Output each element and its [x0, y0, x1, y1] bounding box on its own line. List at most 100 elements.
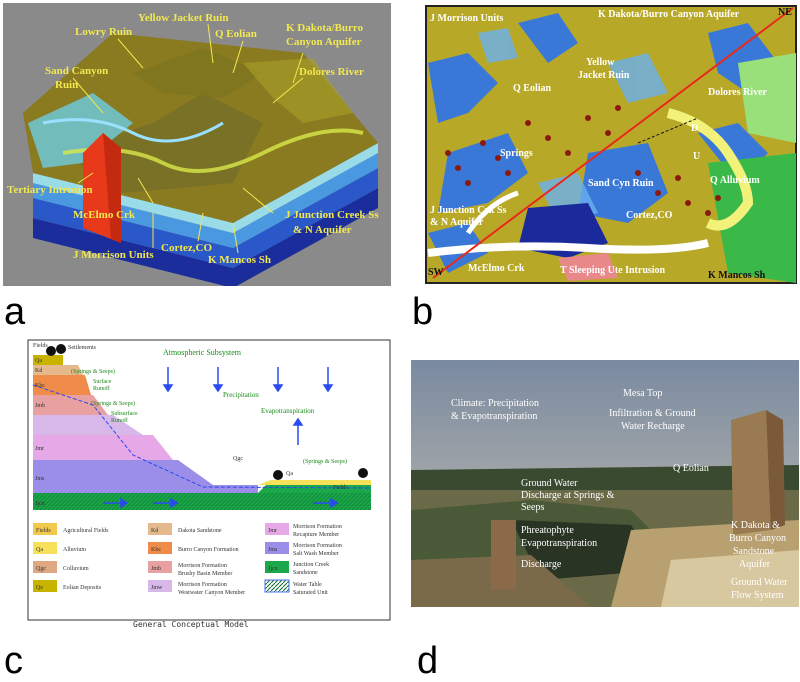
legend-code-kd: Kd [151, 528, 158, 534]
map-label-dolores: Dolores River [708, 87, 768, 98]
legend-label-kbc: Burro Canyon Formation [178, 547, 239, 553]
legend-code-jmr: Jmr [268, 528, 277, 534]
legend-label-water-table-2: Saturated Unit [293, 590, 328, 596]
c-unit-jms: Jms [35, 476, 45, 482]
panel-label-b: b [412, 291, 434, 333]
map-label-cortez: Cortez,CO [626, 210, 673, 221]
c-label-surface-1: Surface [93, 378, 112, 385]
d-label-gw-flow-1: Ground Water [731, 577, 788, 588]
map-label-ne: NE [778, 7, 792, 18]
c-unit-kbc: Kbc [35, 383, 45, 389]
c-label-fields-right: Fields [333, 485, 348, 491]
map-label-yellow-2: Jacket Ruin [578, 70, 630, 81]
d-label-gw-discharge-3: Seeps [521, 502, 544, 513]
c-unit-kd: Kd [35, 368, 42, 374]
legend-swatch-kd [148, 523, 172, 535]
map-label-j-junction-2: & N Aquifer [430, 217, 484, 228]
c-label-surface-2: Runoff [93, 385, 110, 392]
label-k-dakota-1: K Dakota/Burro [286, 22, 364, 34]
c-unit-jmr: Jmr [35, 446, 44, 452]
c-label-evapotranspiration: Evapotranspiration [261, 407, 315, 415]
panel-b: J Morrison Units K Dakota/Burro Canyon A… [408, 3, 798, 286]
panel-d-landscape-photo: Climate: Precipitation & Evapotranspirat… [411, 360, 799, 607]
label-j-junction-1: J Junction Creek Ss [285, 209, 379, 221]
panel-a-block-diagram: Lowry Ruin Yellow Jacket Ruin Q Eolian K… [3, 3, 391, 286]
legend-swatch-jmw [148, 580, 172, 592]
c-unit-qa: Qa [35, 358, 42, 364]
label-q-eolian: Q Eolian [215, 28, 257, 40]
c-label-subsurface-1: Subsurface [111, 410, 138, 417]
legend-code-jmw: Jmw [151, 585, 163, 591]
panel-label-c: c [4, 640, 23, 682]
legend-swatch-jjcn [265, 561, 289, 573]
legend-label-jmb-1: Morrison Formation [178, 563, 227, 569]
map-label-q-alluvium: Q Alluvium [710, 175, 760, 186]
panel-c-conceptual-model: Atmospheric Subsystem (Springs & Seeps) … [3, 335, 395, 635]
legend-label-jmr-1: Morrison Formation [293, 524, 342, 530]
legend-label-jmw-2: Westwater Canyon Member [178, 590, 245, 596]
legend-label-jmw-1: Morrison Formation [178, 582, 227, 588]
legend-label-fields: Agricultural Fields [63, 528, 109, 534]
legend-code-qa: Qa [36, 547, 43, 553]
c-label-qgc: Qgc [233, 456, 243, 462]
legend-code-qgc: Qgc [36, 566, 46, 572]
c-label-atmospheric: Atmospheric Subsystem [163, 348, 242, 357]
map-label-k-mancos: K Mancos Sh [708, 270, 766, 281]
map-label-u: U [693, 151, 700, 162]
legend-code-jmb: Jmb [151, 566, 161, 572]
d-label-gw-discharge-2: Discharge at Springs & [521, 490, 615, 501]
map-label-d: D [691, 123, 698, 134]
map-label-j-junction-1: J Junction Crk Ss [430, 205, 507, 216]
d-label-kdakota-4: Aquifer [739, 559, 771, 570]
panel-b-geologic-map: J Morrison Units K Dakota/Burro Canyon A… [408, 3, 798, 286]
c-label-precipitation: Precipitation [223, 391, 259, 399]
d-label-kdakota-2: Burro Canyon [729, 533, 786, 544]
d-label-kdakota-1: K Dakota & [731, 520, 780, 531]
panel-label-d: d [417, 640, 439, 682]
legend-code-fields: Fields [36, 528, 51, 534]
d-label-phreatophyte-2: Evapotranspiration [521, 538, 597, 549]
panel-c: Atmospheric Subsystem (Springs & Seeps) … [3, 335, 395, 635]
d-label-kdakota-3: Sandstone [733, 546, 775, 557]
d-label-mesa-top: Mesa Top [623, 388, 662, 399]
c-label-settlements: Settlements [68, 345, 97, 351]
label-cortez: Cortez,CO [161, 242, 212, 254]
label-k-mancos: K Mancos Sh [208, 254, 271, 266]
c-label-fields: Fields [33, 343, 48, 349]
map-label-yellow-1: Yellow [586, 57, 615, 68]
label-dolores-river: Dolores River [299, 66, 364, 78]
map-label-sand-cyn: Sand Cyn Ruin [588, 178, 654, 189]
legend-label-jjcn-1: Junction Creek [293, 562, 329, 568]
c-unit-jjcn: Jjcn [35, 501, 45, 507]
label-mcelmo-crk: McElmo Crk [73, 209, 136, 221]
legend-swatch-qgc [33, 561, 57, 573]
c-unit-jmb: Jmb [35, 403, 45, 409]
legend-code-kbc: Kbc [151, 547, 161, 553]
map-label-q-eolian: Q Eolian [513, 83, 552, 94]
d-label-gw-flow-2: Flow System [731, 590, 784, 601]
legend-label-kd: Dakota Sandstone [178, 528, 222, 534]
map-label-sleeping-ute: T Sleeping Ute Intrusion [560, 265, 666, 276]
label-tertiary-intrusion: Tertiary Intrusion [7, 184, 92, 196]
d-label-discharge: Discharge [521, 559, 562, 570]
d-label-climate-2: & Evapotranspiration [451, 411, 537, 422]
d-label-infiltration-2: Water Recharge [621, 421, 685, 432]
d-label-q-eolian: Q Eolian [673, 463, 709, 474]
c-label-subsurface-2: Runoff [111, 417, 128, 424]
legend-label-qgc: Colluvium [63, 566, 89, 572]
panel-c-title: General Conceptual Model [133, 620, 249, 629]
legend-label-jjcn-2: Sandstone [293, 570, 318, 576]
legend-swatch-fields [33, 523, 57, 535]
legend-label-jmb-2: Brushy Basin Member [178, 571, 232, 577]
map-label-sw: SW [428, 267, 444, 278]
label-j-junction-2: & N Aquifer [293, 224, 352, 236]
c-label-springs-2: (Springs & Seeps) [91, 400, 135, 407]
panel-label-a: a [4, 291, 26, 333]
label-lowry-ruin: Lowry Ruin [75, 26, 132, 38]
legend-swatch-jms [265, 542, 289, 554]
map-label-springs: Springs [500, 148, 533, 159]
d-label-infiltration-1: Infiltration & Ground [609, 408, 696, 419]
panel-a: Lowry Ruin Yellow Jacket Ruin Q Eolian K… [3, 3, 391, 286]
legend-label-water-table-1: Water Table [293, 582, 322, 588]
label-k-dakota-2: Canyon Aquifer [286, 36, 362, 48]
